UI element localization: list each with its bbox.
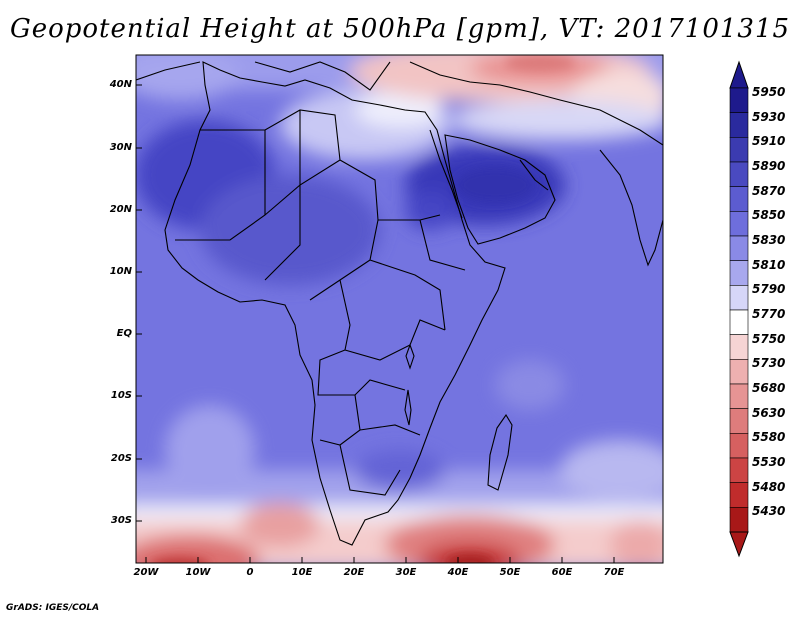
colorbar-box bbox=[729, 87, 749, 113]
lat-label-20s: 20S bbox=[110, 453, 132, 464]
footer-credit: GrADS: IGES/COLA bbox=[6, 603, 100, 613]
lon-label-50e: 50E bbox=[499, 567, 521, 578]
lat-label-30n: 30N bbox=[109, 142, 132, 153]
colorbar-bottom-arrow bbox=[729, 531, 749, 558]
colorbar-box bbox=[729, 309, 749, 335]
colorbar-label: 5930 bbox=[752, 109, 786, 124]
colorbar-label: 5680 bbox=[752, 381, 786, 395]
colorbar-label: 5750 bbox=[752, 331, 786, 346]
lat-label-10n: 10N bbox=[109, 266, 132, 277]
lat-label-30s: 30S bbox=[110, 515, 132, 526]
colorbar-label: 5530 bbox=[752, 455, 786, 469]
colorbar-box bbox=[729, 235, 749, 261]
lon-label-70e: 70E bbox=[603, 567, 625, 578]
colorbar-box bbox=[729, 457, 749, 483]
colorbar-box bbox=[729, 137, 749, 163]
map-title: Geopotential Height at 500hPa [gpm], VT:… bbox=[9, 14, 791, 44]
colorbar-box bbox=[729, 408, 749, 434]
colorbar-label: 5730 bbox=[752, 356, 786, 371]
colorbar-label: 5910 bbox=[752, 134, 786, 149]
colorbar-box bbox=[729, 285, 749, 311]
height-field bbox=[136, 55, 663, 563]
colorbar-label: 5950 bbox=[752, 85, 786, 99]
lon-label-60e: 60E bbox=[551, 567, 573, 578]
colorbar-top-arrow bbox=[729, 60, 749, 89]
colorbar-label: 5830 bbox=[752, 233, 786, 247]
colorbar-boxes bbox=[729, 87, 749, 533]
axis-ticks bbox=[136, 84, 615, 563]
colorbar-label: 5430 bbox=[752, 504, 786, 519]
colorbar-label: 5790 bbox=[752, 282, 786, 297]
colorbar-box bbox=[729, 383, 749, 409]
colorbar-box bbox=[729, 161, 749, 187]
colorbar-label: 5870 bbox=[752, 183, 786, 198]
colorbar-label: 5580 bbox=[752, 430, 786, 445]
colorbar-label: 5480 bbox=[752, 479, 786, 494]
lat-label-40n: 40N bbox=[109, 79, 132, 90]
colorbar-box bbox=[729, 359, 749, 385]
lat-label-20n: 20N bbox=[109, 204, 132, 215]
colorbar-box bbox=[729, 433, 749, 459]
lon-label-30e: 30E bbox=[395, 567, 417, 578]
colorbar bbox=[729, 60, 749, 558]
lon-label-20e: 20E bbox=[343, 567, 365, 578]
lon-label-10e: 10E bbox=[291, 567, 313, 578]
lon-label-0: 0 bbox=[246, 567, 254, 578]
colorbar-box bbox=[729, 112, 749, 138]
colorbar-box bbox=[729, 334, 749, 360]
colorbar-label: 5770 bbox=[752, 307, 786, 321]
lon-label-40e: 40E bbox=[447, 567, 469, 578]
colorbar-box bbox=[729, 186, 749, 212]
colorbar-label: 5810 bbox=[752, 257, 786, 272]
colorbar-box bbox=[729, 260, 749, 286]
lon-label-10w: 10W bbox=[185, 567, 211, 578]
colorbar-box bbox=[729, 482, 749, 508]
colorbar-label: 5850 bbox=[752, 208, 786, 223]
colorbar-label: 5630 bbox=[752, 405, 786, 420]
lat-label-eq: EQ bbox=[116, 328, 132, 339]
lon-label-20w: 20W bbox=[133, 567, 159, 578]
colorbar-label: 5890 bbox=[752, 159, 786, 173]
lat-label-10s: 10S bbox=[110, 390, 132, 401]
colorbar-box bbox=[729, 507, 749, 533]
coastlines bbox=[136, 61, 663, 546]
map-frame bbox=[135, 54, 664, 564]
colorbar-box bbox=[729, 211, 749, 237]
